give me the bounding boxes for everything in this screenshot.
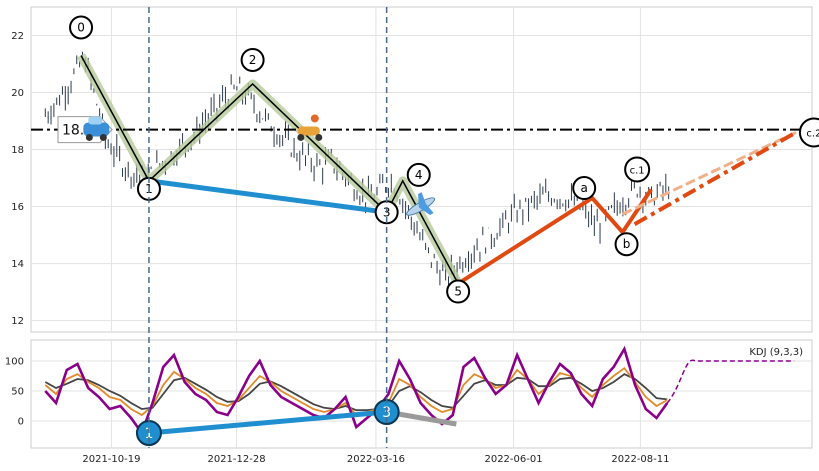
- plane-wing: [418, 203, 434, 215]
- scooter-wheel: [297, 133, 305, 141]
- kdj-y-tick-label: 50: [11, 387, 24, 398]
- price-grid: [31, 7, 812, 332]
- x-tick-label: 2021-10-19: [82, 454, 140, 465]
- wave-markers: 012345abc.1c.2: [69, 15, 819, 304]
- scooter-wheel: [315, 133, 323, 141]
- price-y-tick-label: 16: [11, 202, 24, 213]
- wave-marker-label: c.1: [630, 165, 645, 176]
- wave-marker-label: 5: [454, 285, 462, 299]
- car-body: [83, 122, 110, 137]
- x-tick-label: 2022-03-16: [347, 454, 405, 465]
- scooter-icon: [297, 114, 323, 141]
- plane-wing: [418, 192, 426, 208]
- price-y-tick-label: 14: [11, 259, 24, 270]
- price-divergence-line: [148, 178, 387, 215]
- kdj-y-tick-label: 100: [5, 357, 24, 368]
- wave-marker: c.2: [798, 117, 819, 148]
- price-y-tick-label: 22: [11, 31, 24, 42]
- price-y-tick-label: 18: [11, 145, 24, 156]
- x-tick-label: 2022-06-01: [484, 454, 542, 465]
- wave-marker-label: 0: [77, 20, 85, 34]
- wave-marker: c.1: [624, 156, 651, 183]
- x-tick-label: 2022-08-11: [611, 454, 669, 465]
- wave-marker: 2: [240, 47, 265, 72]
- x-tick-label: 2021-12-28: [207, 454, 265, 465]
- wave-marker-label: b: [623, 237, 631, 251]
- wave-marker-circle: [406, 162, 431, 187]
- wave-marker-circle: [446, 279, 471, 304]
- wave-lines: [77, 53, 797, 286]
- price-level: 18.70: [31, 114, 812, 144]
- wave-marker-label: 4: [415, 168, 423, 182]
- price-y-tick-label: 12: [11, 316, 24, 327]
- correction-wave-line: [457, 188, 653, 286]
- kdj-y-tick-label: 0: [18, 417, 24, 428]
- kdj-marker-label: 1: [144, 426, 153, 442]
- wave-marker: a: [572, 176, 597, 201]
- wave-marker: 0: [69, 15, 94, 40]
- wave-marker-label: a: [580, 181, 587, 195]
- wave-marker: b: [614, 232, 639, 257]
- car-window: [88, 116, 103, 125]
- scooter-body: [297, 126, 320, 136]
- kdj-divergence-line: [148, 409, 387, 436]
- scooter-rider: [310, 114, 319, 123]
- vertical-marker-lines: [148, 7, 388, 448]
- wave-marker-circle: [69, 15, 94, 40]
- projection-line: [633, 130, 797, 226]
- kdj-y-ticks: 0 50 100: [5, 357, 24, 428]
- wave-marker-circle: [572, 176, 597, 201]
- car-wheel: [99, 133, 107, 141]
- impulse-wave-line: [80, 55, 459, 284]
- projection-line-light: [621, 131, 797, 216]
- wave-marker-circle: [798, 117, 819, 148]
- wave-marker-circle: [614, 232, 639, 257]
- airplane-icon: [406, 192, 436, 216]
- wave-marker-label: 2: [249, 53, 257, 67]
- wave-marker: 4: [406, 162, 431, 187]
- wave-marker-label: c.2: [806, 128, 819, 139]
- kdj-legend: KDJ (9,3,3): [749, 347, 803, 358]
- price-y-ticks: 12 14 16 18 20 22: [11, 31, 24, 327]
- x-ticks: 2021-10-19 2021-12-28 2022-03-16 2022-06-01…: [82, 454, 669, 465]
- wave-marker-circle: [624, 156, 651, 183]
- wave-marker-circle: [240, 47, 265, 72]
- wave-marker: 5: [446, 279, 471, 304]
- car-icon: [83, 116, 110, 141]
- car-wheel: [85, 133, 93, 141]
- price-y-tick-label: 20: [11, 88, 24, 99]
